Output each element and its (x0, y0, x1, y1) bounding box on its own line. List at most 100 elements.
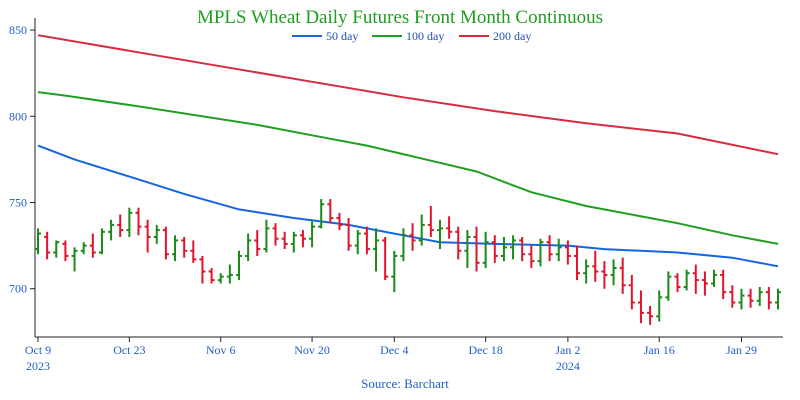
moving-average-lines (37, 34, 779, 268)
ohlc-bar (363, 226, 370, 255)
ohlc-bar (71, 247, 78, 272)
ohlc-bar (427, 205, 434, 237)
x-tick-label: Dec 4 (380, 343, 408, 357)
ohlc-bar (619, 257, 626, 294)
ohlc-bar (473, 226, 480, 272)
ohlc-bar (62, 240, 69, 262)
ohlc-bar (108, 219, 115, 241)
ohlc-bar (309, 221, 316, 248)
x-tick-label: Oct 9 (25, 343, 51, 357)
ohlc-bar (628, 274, 635, 310)
ohlc-bar (765, 286, 772, 310)
source-note: Source: Barchart (361, 376, 449, 391)
ohlc-bar (199, 255, 206, 284)
ohlc-bar (665, 271, 672, 301)
ohlc-bar (89, 233, 96, 258)
ohlc-bar (35, 228, 41, 255)
ohlc-bar (327, 199, 334, 224)
ohlc-bar (418, 214, 425, 246)
y-ticks: 700 750 800 850 (9, 23, 35, 296)
x-tick-label: Jan 16 (644, 343, 675, 357)
ohlc-bar (683, 269, 690, 291)
ohlc-bar (290, 231, 297, 253)
ohlc-bar (208, 268, 215, 284)
ohlc-bar (391, 250, 398, 293)
ohlc-bar (281, 231, 288, 250)
ohlc-bar (656, 290, 663, 322)
legend-label-200-day: 200 day (493, 29, 531, 43)
ohlc-bar (98, 228, 105, 255)
ma-line-200-day (37, 34, 779, 156)
ohlc-bar (711, 269, 718, 287)
ohlc-bar (336, 212, 343, 231)
ohlc-bar (756, 286, 763, 306)
ohlc-bar (775, 288, 781, 310)
ohlc-bar (245, 233, 252, 262)
ohlc-bar (464, 230, 471, 269)
ohlc-bar (491, 235, 498, 263)
legend-label-50-day: 50 day (326, 29, 358, 43)
ohlc-bar (153, 224, 160, 244)
ohlc-bar (181, 236, 188, 258)
ohlc-bar (318, 199, 325, 229)
y-tick-label: 700 (9, 282, 27, 296)
ohlc-bar (162, 226, 169, 260)
ohlc-bar (126, 207, 133, 237)
ohlc-bar (720, 269, 727, 300)
ohlc-bar (592, 250, 599, 282)
ohlc-bar (747, 288, 754, 308)
x-tick-label: Nov 6 (206, 343, 236, 357)
ohlc-bar (373, 228, 380, 272)
y-tick-label: 850 (9, 23, 27, 37)
ohlc-bar (637, 290, 644, 324)
ohlc-bar (400, 228, 407, 262)
ohlc-bar (546, 235, 553, 262)
x-tick-label: Nov 20 (294, 343, 330, 357)
axes (34, 18, 783, 338)
ohlc-bar (701, 271, 708, 296)
ohlc-bar (510, 235, 517, 260)
ohlc-bar (135, 207, 142, 236)
ohlc-bar (482, 231, 489, 269)
ohlc-bar (610, 259, 617, 286)
x-tick-label: Dec 18 (468, 343, 502, 357)
ohlc-bar (446, 216, 453, 239)
ohlc-bar (574, 245, 581, 281)
ohlc-bar (500, 236, 507, 262)
ohlc-bar (738, 288, 745, 310)
ohlc-bar (53, 240, 60, 258)
x-tick-label: Jan 2 (555, 343, 580, 357)
ohlc-bars (35, 199, 781, 325)
ohlc-bar (299, 230, 306, 248)
ma-line-50-day (37, 144, 779, 268)
ohlc-bar (692, 264, 699, 294)
ohlc-bar (254, 230, 261, 256)
ohlc-bar (190, 240, 197, 263)
x-ticks: Oct 9 2023 Oct 23 Nov 6 Nov 20 Dec 4 Dec 18 Jan… (25, 337, 757, 373)
y-tick-label: 800 (9, 109, 27, 123)
ohlc-bar (455, 226, 462, 260)
ohlc-bar (555, 238, 562, 262)
ohlc-bar (80, 242, 87, 255)
ohlc-bar (382, 236, 389, 281)
ohlc-bar (729, 285, 736, 308)
ohlc-bar (172, 235, 179, 262)
ohlc-bar (647, 305, 654, 325)
x-tick-year: 2024 (556, 359, 580, 373)
ohlc-bar (345, 218, 352, 251)
ohlc-bar (601, 261, 608, 289)
ohlc-bar (409, 223, 416, 251)
ohlc-bar (217, 273, 224, 284)
x-tick-label: Jan 29 (726, 343, 757, 357)
ohlc-bar (583, 259, 590, 284)
ohlc-bar (436, 219, 443, 250)
x-tick-label: Oct 23 (113, 343, 145, 357)
ohlc-bar (226, 264, 233, 284)
ma-line-100-day (37, 91, 779, 245)
y-tick-label: 750 (9, 196, 27, 210)
ohlc-bar (674, 273, 681, 293)
chart-title: MPLS Wheat Daily Futures Front Month Con… (197, 7, 603, 28)
ohlc-bar (537, 238, 544, 267)
